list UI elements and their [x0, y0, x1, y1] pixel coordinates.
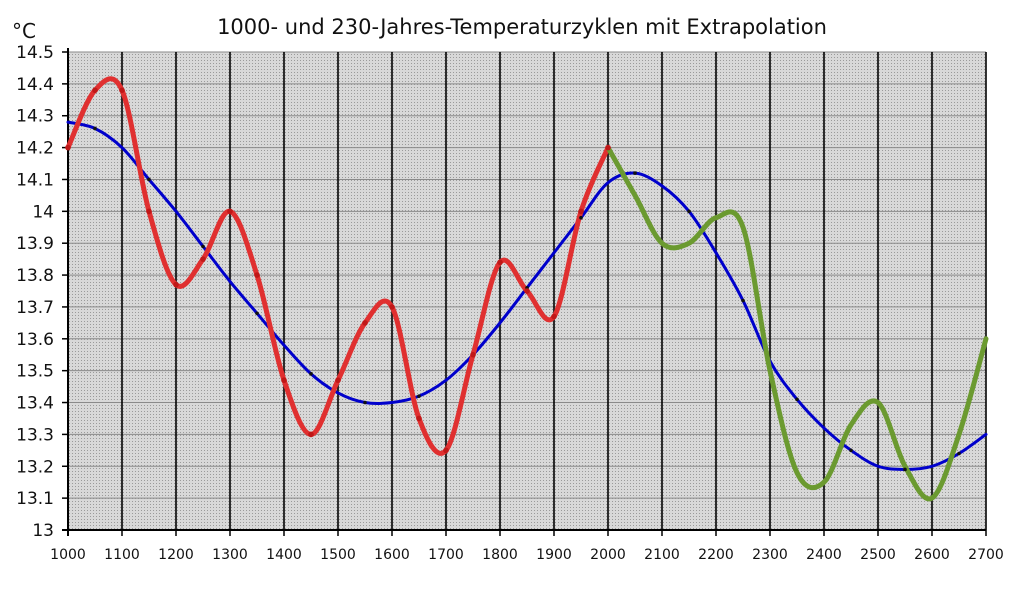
data-point-blue [903, 467, 907, 472]
data-point-blue [687, 209, 691, 214]
horizontal-gridlines [68, 51, 986, 499]
data-point-red [65, 144, 71, 151]
data-point-blue [309, 372, 313, 376]
y-tick-label: 13.9 [16, 234, 54, 254]
data-point-blue [795, 397, 799, 402]
x-tick-label: 1700 [428, 547, 464, 563]
y-tick-label: 13 [32, 521, 54, 541]
data-point-red [92, 87, 98, 94]
y-tick-label: 14.5 [16, 43, 54, 63]
x-tick-label: 1300 [212, 547, 248, 563]
x-tick-label: 1400 [266, 547, 302, 563]
y-tick-label: 13.7 [16, 298, 54, 318]
data-point-blue [417, 394, 421, 398]
x-tick-label: 2400 [806, 547, 842, 563]
data-point-red [497, 259, 503, 266]
data-point-blue [849, 448, 853, 453]
data-point-blue [147, 177, 151, 182]
y-tick-label: 13.6 [16, 330, 54, 350]
data-point-blue [741, 298, 745, 303]
data-point-red [281, 377, 287, 384]
x-tick-label: 2600 [914, 547, 950, 563]
data-point-blue [579, 215, 583, 220]
x-tick-label: 1900 [536, 547, 572, 563]
x-tick-label: 1600 [374, 547, 410, 563]
chart-title: 1000- und 230-Jahres-Temperaturzyklen mi… [217, 15, 827, 39]
data-point-red [362, 320, 368, 326]
axes [62, 48, 987, 536]
y-tick-label: 14 [32, 202, 54, 222]
data-point-red [227, 208, 233, 215]
x-tick-label: 2500 [860, 547, 896, 563]
y-tick-label: 13.2 [16, 457, 54, 477]
y-tick-label: 14.1 [16, 170, 54, 190]
y-axis-unit: °C [12, 19, 36, 43]
y-tick-labels: 13 13.1 13.2 13.3 13.4 13.5 13.6 13.7 13.8 13.9 14… [16, 43, 54, 541]
data-point-red [308, 431, 314, 438]
data-point-red [443, 447, 449, 454]
x-tick-label: 1500 [320, 547, 356, 563]
x-tick-label: 1000 [50, 547, 86, 563]
data-point-red [119, 87, 125, 94]
data-point-blue [93, 126, 97, 131]
data-point-red [335, 377, 341, 384]
data-point-blue [255, 311, 259, 316]
data-point-red [551, 313, 557, 320]
y-tick-label: 13.4 [16, 394, 54, 414]
series-layer [65, 76, 989, 502]
data-point-red [416, 415, 422, 422]
data-point-red [470, 351, 476, 358]
x-tick-label: 2100 [644, 547, 680, 563]
x-tick-label: 1200 [158, 547, 194, 563]
data-point-blue [201, 244, 205, 249]
series-line-extrapolation [605, 145, 989, 502]
data-point-blue [957, 451, 961, 456]
x-tick-label: 2200 [698, 547, 734, 563]
y-tick-label: 13.3 [16, 425, 54, 445]
x-tick-label: 2000 [590, 547, 626, 563]
data-point-red [605, 144, 611, 151]
y-tick-label: 14.3 [16, 107, 54, 127]
data-point-blue [633, 171, 637, 175]
x-tick-labels: 1000 1100 1200 1300 1400 1500 1600 1700 1800 1900… [50, 547, 1004, 563]
data-point-red [173, 281, 179, 288]
data-point-red [200, 256, 206, 262]
y-tick-label: 13.8 [16, 266, 54, 286]
y-tick-label: 14.4 [16, 75, 54, 95]
data-point-red [578, 208, 584, 215]
y-tick-label: 13.5 [16, 362, 54, 382]
data-point-red [524, 288, 530, 294]
y-tick-label: 13.1 [16, 489, 54, 509]
x-tick-label: 2700 [968, 547, 1004, 563]
x-tick-label: 1800 [482, 547, 518, 563]
x-tick-label: 1100 [104, 547, 140, 563]
vertical-gridlines [121, 52, 987, 530]
data-point-red [389, 304, 395, 310]
data-point-red [254, 272, 260, 278]
data-point-red [146, 208, 152, 215]
data-point-blue [363, 400, 367, 405]
x-tick-label: 2300 [752, 547, 788, 563]
y-tick-label: 14.2 [16, 139, 54, 159]
